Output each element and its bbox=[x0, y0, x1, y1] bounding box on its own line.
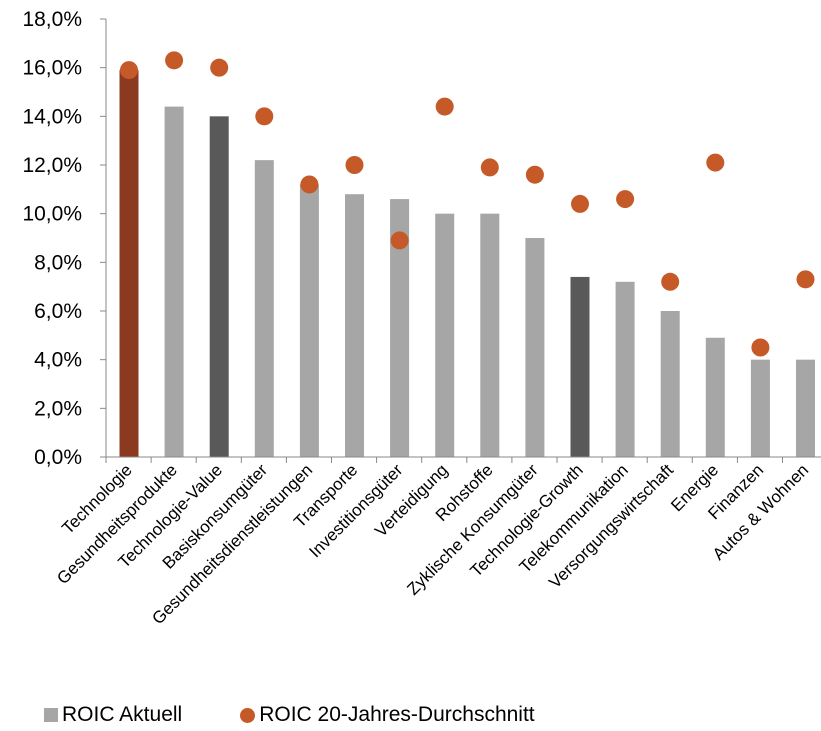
bar bbox=[750, 359, 770, 457]
dot-point bbox=[255, 107, 274, 126]
legend-item-roic-20y: ROIC 20-Jahres-Durchschnitt bbox=[240, 703, 535, 727]
bar bbox=[570, 276, 590, 457]
y-tick-label: 0,0% bbox=[34, 446, 82, 469]
dot-point bbox=[525, 165, 544, 184]
y-tick-label: 16,0% bbox=[22, 57, 82, 80]
legend-item-roic-aktuell: ROIC Aktuell bbox=[44, 703, 182, 727]
legend: ROIC Aktuell ROIC 20-Jahres-Durchschnitt bbox=[44, 703, 593, 727]
dot-point bbox=[571, 194, 589, 213]
bar bbox=[209, 116, 229, 457]
dot-point bbox=[661, 272, 680, 291]
y-tick-label: 4,0% bbox=[34, 349, 82, 372]
bar bbox=[299, 184, 319, 457]
bar bbox=[119, 70, 139, 457]
bar bbox=[345, 194, 364, 457]
bar bbox=[705, 337, 725, 457]
bar bbox=[435, 213, 455, 457]
y-tick-label: 2,0% bbox=[34, 397, 82, 420]
legend-dot-swatch bbox=[240, 707, 256, 723]
bar bbox=[796, 359, 815, 457]
y-tick-label: 8,0% bbox=[34, 251, 82, 274]
y-tick-label: 10,0% bbox=[22, 203, 82, 226]
y-axis: 0,0% 2,0% 4,0% 6,0% 8,0% 10,0% 12,0% 14,0% 16,0%… bbox=[22, 8, 107, 469]
dot-point bbox=[120, 61, 138, 80]
dot-point bbox=[300, 175, 319, 194]
bar bbox=[480, 213, 500, 457]
bar bbox=[164, 106, 184, 457]
bar bbox=[254, 160, 274, 457]
dot-point bbox=[435, 97, 454, 116]
dot-point bbox=[390, 231, 409, 250]
bar-series bbox=[119, 70, 815, 458]
y-tick-label: 6,0% bbox=[34, 300, 82, 323]
bar bbox=[525, 238, 545, 457]
y-tick-label: 14,0% bbox=[22, 105, 82, 128]
y-tick-label: 12,0% bbox=[22, 154, 82, 177]
legend-label-roic-aktuell: ROIC Aktuell bbox=[62, 703, 183, 726]
dot-series bbox=[120, 51, 815, 357]
dot-point bbox=[616, 190, 635, 209]
legend-bar-swatch bbox=[44, 708, 58, 722]
dot-point bbox=[796, 270, 815, 289]
x-axis: TechnologieGesundheitsprodukteTechnologi… bbox=[53, 456, 821, 628]
dot-point bbox=[751, 338, 770, 357]
y-tick-label: 18,0% bbox=[22, 8, 82, 31]
dot-point bbox=[706, 153, 725, 172]
bar bbox=[615, 281, 635, 457]
dot-point bbox=[210, 58, 229, 77]
bar bbox=[390, 199, 410, 458]
bar bbox=[660, 311, 680, 457]
dot-point bbox=[480, 158, 499, 177]
dot-point bbox=[345, 156, 364, 174]
dot-point bbox=[165, 51, 184, 70]
legend-label-roic-20y: ROIC 20-Jahres-Durchschnitt bbox=[259, 703, 535, 726]
